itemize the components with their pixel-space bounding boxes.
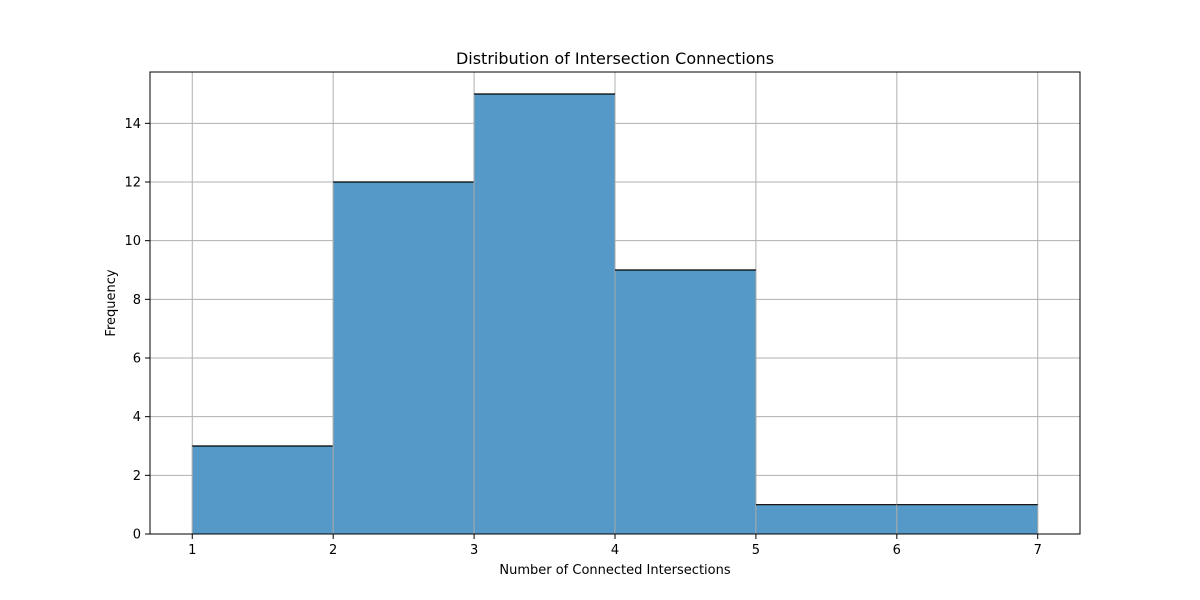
x-tick-label: 1 [188, 543, 196, 558]
histogram-bar [896, 504, 1039, 535]
x-axis-ticks: 1 2 3 4 5 6 7 [188, 534, 1042, 558]
x-tick-label: 2 [329, 543, 337, 558]
x-tick-label: 3 [470, 543, 478, 558]
histogram-bar-body [755, 504, 898, 535]
bars [191, 93, 1039, 535]
histogram-bar [473, 93, 616, 535]
histogram-bar-body [614, 269, 757, 535]
x-tick-label: 5 [752, 543, 760, 558]
y-tick-label: 6 [133, 352, 141, 367]
x-tick-label: 6 [893, 543, 901, 558]
y-tick-label: 4 [133, 410, 141, 425]
histogram-bar [332, 181, 475, 535]
histogram-bar-body [896, 504, 1039, 535]
x-tick-label: 4 [611, 543, 619, 558]
y-axis-label: Frequency [104, 269, 119, 336]
histogram-bar-body [332, 181, 475, 535]
x-tick-label: 7 [1034, 543, 1042, 558]
y-tick-label: 0 [133, 528, 141, 543]
chart-title: Distribution of Intersection Connections [456, 49, 774, 68]
histogram-bar-body [191, 445, 334, 535]
y-axis-ticks: 0 2 4 6 8 10 12 14 [124, 117, 150, 543]
y-tick-label: 10 [124, 234, 141, 249]
y-tick-label: 2 [133, 469, 141, 484]
histogram-bar [614, 269, 757, 535]
histogram-bar [191, 445, 334, 535]
y-tick-label: 8 [133, 293, 141, 308]
x-axis-label: Number of Connected Intersections [499, 563, 730, 578]
y-tick-label: 14 [124, 117, 141, 132]
histogram-bar-body [473, 93, 616, 535]
y-tick-label: 12 [124, 176, 141, 191]
histogram-bar [755, 504, 898, 535]
